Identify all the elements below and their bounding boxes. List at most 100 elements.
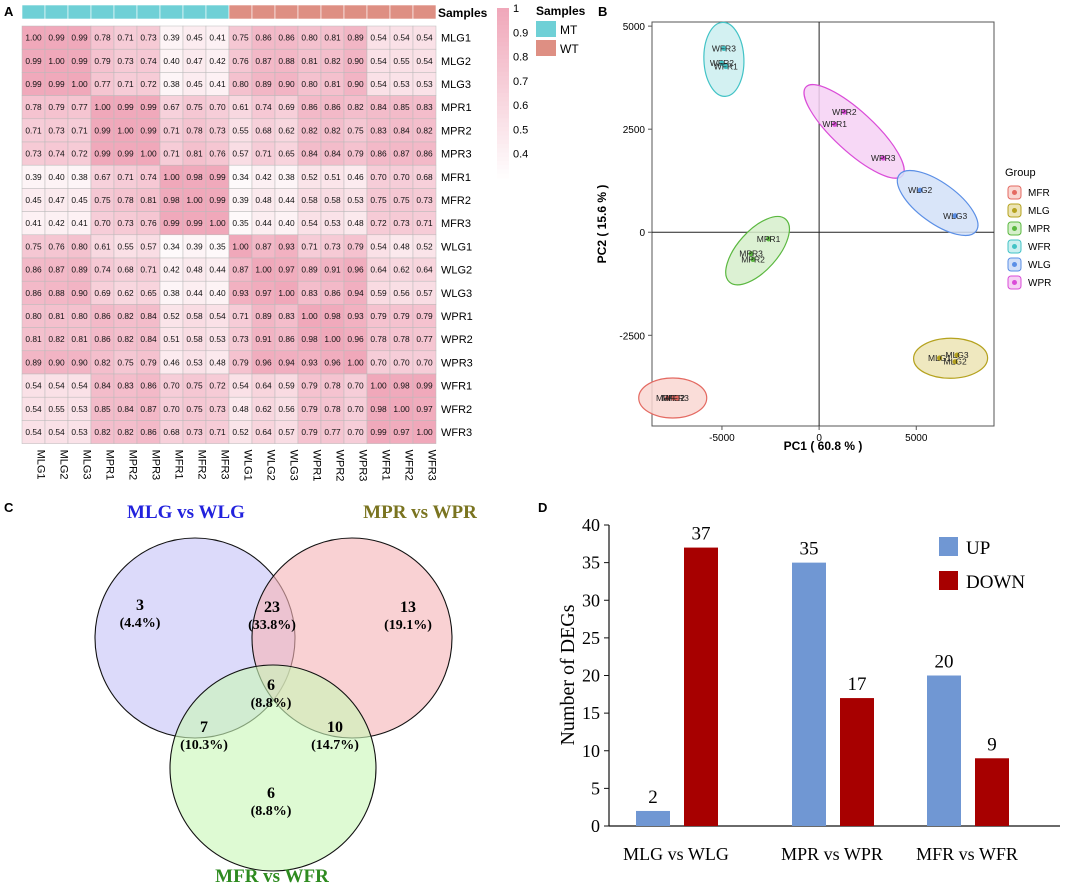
pca-point-label: WFR3 xyxy=(712,43,736,53)
colorbar-segment xyxy=(497,88,509,94)
heatmap-row-label: WFR2 xyxy=(441,404,472,416)
colorbar-segment xyxy=(497,122,509,128)
heatmap-cell-value: 0.89 xyxy=(71,265,88,275)
heatmap-cell-value: 0.48 xyxy=(347,218,364,228)
heatmap-cell-value: 0.70 xyxy=(393,172,410,182)
heatmap-cell-value: 0.96 xyxy=(255,357,272,367)
panel-label-c: C xyxy=(4,500,14,515)
heatmap-cell-value: 0.71 xyxy=(209,427,226,437)
heatmap-cell-value: 0.70 xyxy=(163,381,180,391)
group-bar-cell xyxy=(389,4,414,20)
heatmap-cell-value: 0.58 xyxy=(301,195,318,205)
venn-region-percent: (19.1%) xyxy=(384,618,432,633)
panel-label-b: B xyxy=(598,4,607,19)
heatmap-cell-value: 1.00 xyxy=(324,334,341,344)
heatmap-cell-value: 1.00 xyxy=(370,381,387,391)
heatmap-col-label: WLG1 xyxy=(242,450,254,481)
heatmap-cell-value: 0.75 xyxy=(186,381,203,391)
heatmap-col-label: MFR2 xyxy=(196,450,208,480)
group-bar-cell xyxy=(320,4,345,20)
group-bar-cell xyxy=(21,4,46,20)
heatmap-cell-value: 0.53 xyxy=(71,404,88,414)
heatmap-cell-value: 0.70 xyxy=(393,357,410,367)
heatmap-cell-value: 0.88 xyxy=(48,288,65,298)
heatmap-cell-value: 0.99 xyxy=(94,125,111,135)
heatmap-row-label: MFR1 xyxy=(441,172,471,184)
heatmap-cell-value: 0.99 xyxy=(71,33,88,43)
heatmap-cell-value: 0.90 xyxy=(347,79,364,89)
bar-value-label: 20 xyxy=(935,652,954,673)
heatmap-col-label: WPR2 xyxy=(334,450,346,482)
heatmap-cell-value: 0.86 xyxy=(278,334,295,344)
heatmap-cell-value: 0.74 xyxy=(48,149,65,159)
bar-legend-label: DOWN xyxy=(966,572,1025,593)
bar-down xyxy=(684,547,718,826)
heatmap-cell-value: 0.86 xyxy=(140,381,157,391)
venn-region-count: 6 xyxy=(267,677,275,694)
pca-legend-dot xyxy=(1012,280,1017,285)
pca-legend-label: WPR xyxy=(1028,278,1051,289)
heatmap-cell-value: 0.90 xyxy=(48,357,65,367)
colorbar-segment xyxy=(497,71,509,77)
pca-plot-frame xyxy=(651,21,995,427)
heatmap-row-label: MLG3 xyxy=(441,79,471,91)
heatmap-cell-value: 0.75 xyxy=(347,125,364,135)
heatmap-cell-value: 0.62 xyxy=(255,404,272,414)
pca-y-axis-label: PC2 ( 15.6 % ) xyxy=(595,185,609,264)
pca-point-label: WLG2 xyxy=(908,185,932,195)
panel-label-d: D xyxy=(538,500,547,515)
heatmap-group-bar xyxy=(21,4,437,20)
heatmap-cell-value: 1.00 xyxy=(347,357,364,367)
heatmap-cell-value: 0.73 xyxy=(25,149,42,159)
heatmap-cell-value: 0.65 xyxy=(278,149,295,159)
heatmap-cell-value: 0.99 xyxy=(117,102,134,112)
heatmap-row-label: MLG1 xyxy=(441,33,471,45)
heatmap-cell-value: 0.53 xyxy=(393,79,410,89)
heatmap-cell-value: 0.99 xyxy=(48,79,65,89)
heatmap-cell-value: 0.54 xyxy=(370,33,387,43)
heatmap-cell-value: 0.80 xyxy=(301,33,318,43)
group-bar-cell xyxy=(90,4,115,20)
heatmap-cell-value: 0.86 xyxy=(94,334,111,344)
heatmap-cell-value: 0.75 xyxy=(117,357,134,367)
heatmap-cell-value: 0.57 xyxy=(416,288,433,298)
bar-up xyxy=(792,562,826,826)
bar-y-tick-label: 10 xyxy=(582,741,600,761)
pca-point-label: MLG3 xyxy=(946,350,969,360)
heatmap-cell-value: 1.00 xyxy=(232,241,249,251)
heatmap-cell-value: 0.71 xyxy=(163,149,180,159)
heatmap-cell-value: 0.94 xyxy=(278,357,295,367)
heatmap-cell-value: 0.54 xyxy=(48,381,65,391)
colorbar-segment xyxy=(497,131,509,136)
pca-point xyxy=(936,355,943,361)
bar-bars: 2 37 35 17 20 9 xyxy=(636,524,1009,826)
venn-set-circle xyxy=(169,664,377,872)
heatmap-cell-value: 0.70 xyxy=(347,381,364,391)
group-bar-cell xyxy=(205,4,230,20)
heatmap-cell-value: 0.73 xyxy=(117,56,134,66)
heatmap-cell-value: 0.84 xyxy=(94,381,111,391)
heatmap-cell-value: 0.70 xyxy=(347,404,364,414)
heatmap-cell-value: 0.83 xyxy=(370,125,387,135)
heatmap-cell-value: 0.45 xyxy=(25,195,42,205)
pca-group-ellipse xyxy=(725,215,790,286)
heatmap-cell-value: 0.46 xyxy=(347,172,364,182)
colorbar-segment xyxy=(497,139,509,145)
bar-legend: UP DOWN xyxy=(939,537,1025,593)
heatmap-panel: A 1.00 0.99 0.99 0.78 0.71 0.73 0.39 0.45 0.41 0.… xyxy=(4,3,586,481)
heatmap-cell-value: 0.52 xyxy=(301,172,318,182)
heatmap-cell-value: 0.39 xyxy=(186,241,203,251)
heatmap-colorbar: 1 0.9 0.8 0.7 0.6 0.5 0.4 xyxy=(497,3,528,179)
colorbar-segment xyxy=(497,29,509,34)
heatmap-cell-value: 0.85 xyxy=(393,102,410,112)
heatmap-cell-value: 0.88 xyxy=(278,56,295,66)
colorbar-segment xyxy=(497,110,509,115)
heatmap-cell-value: 0.90 xyxy=(347,56,364,66)
heatmap-cell-value: 0.45 xyxy=(186,33,203,43)
heatmap-cell-value: 0.81 xyxy=(140,195,157,205)
bar-y-tick-label: 5 xyxy=(591,778,600,798)
heatmap-cell-value: 0.82 xyxy=(94,357,111,367)
heatmap-cell-value: 0.77 xyxy=(94,79,111,89)
pca-point xyxy=(952,213,958,219)
